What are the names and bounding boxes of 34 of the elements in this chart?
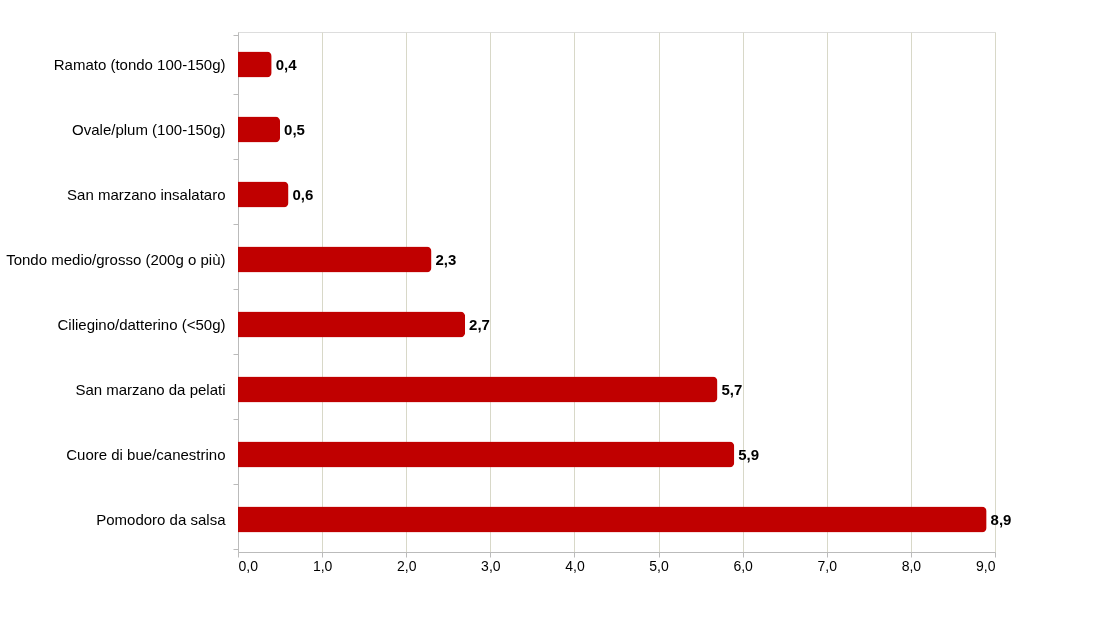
y-tick-label: Ciliegino/datterino (<50g) [57, 316, 226, 333]
data-label: 5,7 [721, 380, 743, 398]
bar [238, 311, 466, 338]
y-tick-label: Pomodoro da salsa [96, 511, 227, 528]
bar [238, 376, 718, 403]
y-tick-label: Ovale/plum (100-150g) [72, 121, 226, 138]
bar [238, 246, 432, 273]
y-tick-label: Tondo medio/grosso (200g o più) [6, 251, 226, 268]
data-label: 0,4 [275, 55, 298, 73]
bar [238, 181, 289, 208]
x-tick-label: 1,0 [312, 557, 333, 574]
x-tick-label: 6,0 [733, 557, 754, 574]
y-tick-label: Cuore di bue/canestrino [66, 446, 226, 463]
bar [238, 441, 735, 468]
x-tick-label: 0,0 [238, 557, 259, 574]
data-label: 0,6 [292, 185, 314, 203]
x-tick-label: 4,0 [565, 557, 585, 574]
x-tick-label: 9,0 [976, 557, 996, 574]
bar [238, 51, 272, 78]
y-tick-label: San marzano da pelati [75, 381, 226, 398]
x-tick-label: 2,0 [396, 557, 417, 574]
x-tick-label: 7,0 [817, 557, 838, 574]
x-tick-label: 5,0 [649, 557, 669, 574]
bar [238, 506, 987, 533]
data-label: 2,7 [469, 315, 490, 333]
data-label: 5,9 [738, 445, 760, 463]
bar [238, 116, 281, 143]
x-tick-label: 3,0 [481, 557, 501, 574]
data-label: 2,3 [435, 250, 457, 268]
data-label: 0,5 [284, 120, 305, 138]
x-tick-label: 8,0 [901, 557, 922, 574]
y-tick-label: Ramato (tondo 100-150g) [53, 56, 226, 73]
data-label: 8,9 [990, 510, 1012, 528]
y-tick-label: San marzano insalataro [67, 186, 226, 203]
